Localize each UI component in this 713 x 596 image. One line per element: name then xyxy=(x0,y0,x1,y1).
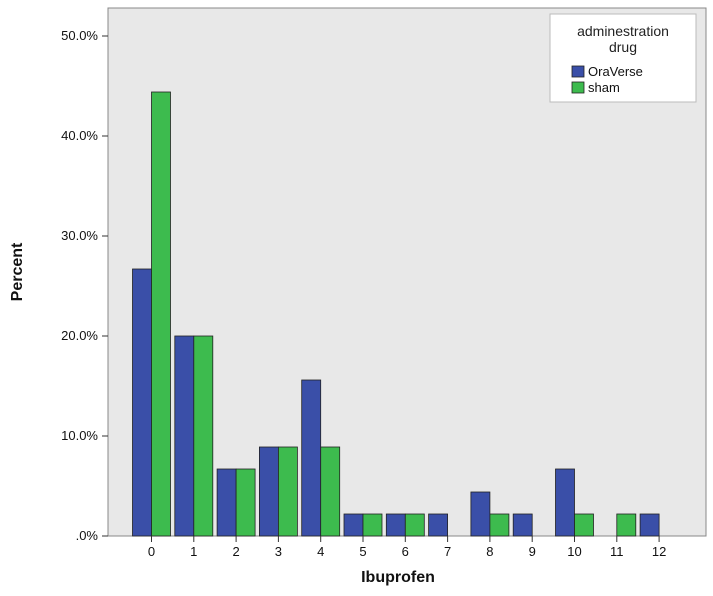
legend-label-oraverse: OraVerse xyxy=(588,64,643,79)
legend-title-line1: adminestration xyxy=(577,23,669,39)
x-tick-label: 9 xyxy=(529,544,536,559)
legend-title-line2: drug xyxy=(609,39,637,55)
y-tick-label: .0% xyxy=(76,528,99,543)
bar-oraverse-4 xyxy=(301,379,322,537)
bar-sham-6 xyxy=(404,513,425,537)
legend-swatch-oraverse xyxy=(571,65,585,78)
bar-sham-5 xyxy=(362,513,383,537)
bar-oraverse-6 xyxy=(385,513,406,537)
x-tick-label: 5 xyxy=(359,544,366,559)
x-tick-label: 12 xyxy=(652,544,666,559)
x-tick-label: 8 xyxy=(486,544,493,559)
bar-oraverse-5 xyxy=(343,513,364,537)
bar-oraverse-10 xyxy=(555,468,575,537)
bar-sham-2 xyxy=(235,468,256,537)
bar-sham-10 xyxy=(574,513,594,537)
bar-oraverse-12 xyxy=(639,513,660,537)
bar-sham-4 xyxy=(320,446,341,537)
y-tick-label: 40.0% xyxy=(61,128,98,143)
legend: adminestration drug OraVerse sham xyxy=(549,13,697,103)
x-tick-label: 3 xyxy=(275,544,282,559)
x-axis-title: Ibuprofen xyxy=(361,569,435,586)
bars-group xyxy=(132,91,660,537)
bar-sham-11 xyxy=(616,513,637,537)
bar-oraverse-8 xyxy=(470,491,491,537)
bar-oraverse-2 xyxy=(216,468,237,537)
bar-sham-1 xyxy=(193,335,214,537)
bar-sham-3 xyxy=(277,446,298,537)
legend-label-sham: sham xyxy=(588,80,620,95)
bar-oraverse-1 xyxy=(174,335,195,537)
y-tick-label: 30.0% xyxy=(61,228,98,243)
bar-oraverse-9 xyxy=(512,513,533,537)
y-tick-label: 10.0% xyxy=(61,428,98,443)
y-tick-label: 50.0% xyxy=(61,28,98,43)
x-tick-label: 2 xyxy=(232,544,239,559)
x-tick-label: 10 xyxy=(567,544,581,559)
x-tick-label: 11 xyxy=(610,544,624,559)
bar-oraverse-3 xyxy=(258,446,279,537)
x-tick-label: 4 xyxy=(317,544,324,559)
x-tick-label: 7 xyxy=(444,544,451,559)
bar-sham-8 xyxy=(489,513,510,537)
y-tick-label: 20.0% xyxy=(61,328,98,343)
bar-oraverse-0 xyxy=(132,268,152,537)
y-axis-title: Percent xyxy=(9,242,26,301)
bar-oraverse-7 xyxy=(428,513,449,537)
x-tick-label: 6 xyxy=(402,544,409,559)
legend-swatch-sham xyxy=(571,81,585,94)
x-tick-label: 1 xyxy=(190,544,197,559)
bar-sham-0 xyxy=(151,91,171,537)
y-axis: .0% 10.0% 20.0% 30.0% 40.0% 50.0% xyxy=(61,28,108,543)
x-axis: 0 1 2 3 4 5 6 7 8 9 10 11 12 xyxy=(148,536,666,559)
x-tick-label: 0 xyxy=(148,544,155,559)
